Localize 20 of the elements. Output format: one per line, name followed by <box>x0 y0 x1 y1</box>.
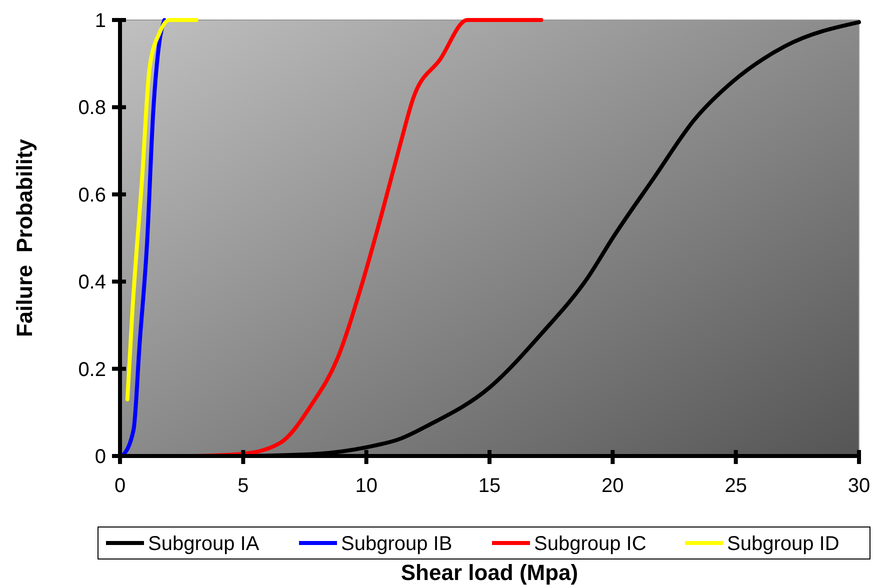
y-axis-title: Failure Probability <box>12 138 37 338</box>
y-tick-label: 0.8 <box>78 97 106 120</box>
legend-label: Subgroup IA <box>148 533 260 555</box>
y-tick-label: 1 <box>94 10 106 32</box>
y-tick-label: 0.2 <box>78 358 106 381</box>
legend-label: Subgroup IC <box>534 533 646 555</box>
y-tick-label: 0.4 <box>78 272 106 294</box>
y-tick-label: 0 <box>94 446 106 468</box>
x-tick-label: 5 <box>238 475 249 497</box>
x-tick-label: 30 <box>848 475 870 497</box>
legend-label: Subgroup IB <box>341 533 452 555</box>
x-tick-label: 0 <box>114 475 126 497</box>
x-tick-label: 20 <box>602 475 624 497</box>
x-axis-title: Shear load (Mpa) <box>400 560 578 585</box>
x-tick-label: 15 <box>478 475 501 497</box>
x-tick-label: 10 <box>355 475 378 497</box>
x-tick-label: 25 <box>724 475 747 497</box>
legend-label: Subgroup ID <box>727 533 840 555</box>
line-series <box>125 18 198 402</box>
y-tick-label: 0.6 <box>78 184 106 206</box>
